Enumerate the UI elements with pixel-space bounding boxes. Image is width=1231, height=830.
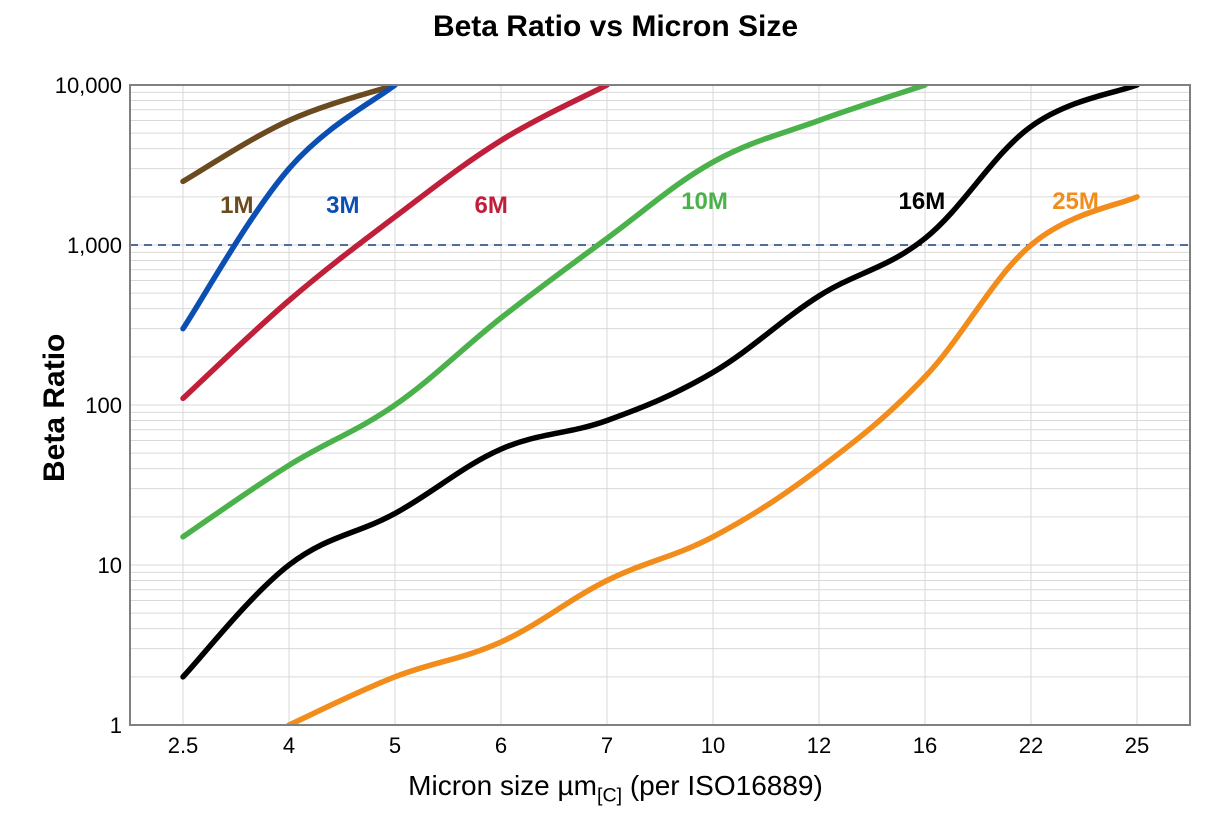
x-tick-label: 5 <box>365 733 425 759</box>
y-tick-label: 10,000 <box>55 73 122 99</box>
y-tick-label: 1 <box>110 713 122 739</box>
series-label-10M: 10M <box>681 188 728 216</box>
series-label-16M: 16M <box>899 188 946 216</box>
plot-area <box>128 83 1192 727</box>
y-axis-title: Beta Ratio <box>38 333 72 481</box>
x-tick-label: 16 <box>895 733 955 759</box>
series-line-16M <box>183 85 1137 677</box>
x-axis-title-text: Micron size µm[C] (per ISO16889) <box>408 770 823 801</box>
x-tick-label: 25 <box>1107 733 1167 759</box>
y-tick-label: 1,000 <box>67 233 122 259</box>
x-tick-label: 22 <box>1001 733 1061 759</box>
x-axis-title: Micron size µm[C] (per ISO16889) <box>0 770 1231 808</box>
series-label-1M: 1M <box>220 192 253 220</box>
y-tick-label: 100 <box>85 393 122 419</box>
x-tick-label: 6 <box>471 733 531 759</box>
chart-title: Beta Ratio vs Micron Size <box>0 10 1231 44</box>
x-tick-label: 4 <box>259 733 319 759</box>
x-tick-label: 2.5 <box>153 733 213 759</box>
series-label-3M: 3M <box>326 192 359 220</box>
series-label-6M: 6M <box>475 192 508 220</box>
x-tick-label: 7 <box>577 733 637 759</box>
y-tick-label: 10 <box>98 553 122 579</box>
x-tick-label: 10 <box>683 733 743 759</box>
x-tick-label: 12 <box>789 733 849 759</box>
series-label-25M: 25M <box>1052 188 1099 216</box>
chart-container: Beta Ratio vs Micron Size Beta Ratio Mic… <box>0 0 1231 830</box>
